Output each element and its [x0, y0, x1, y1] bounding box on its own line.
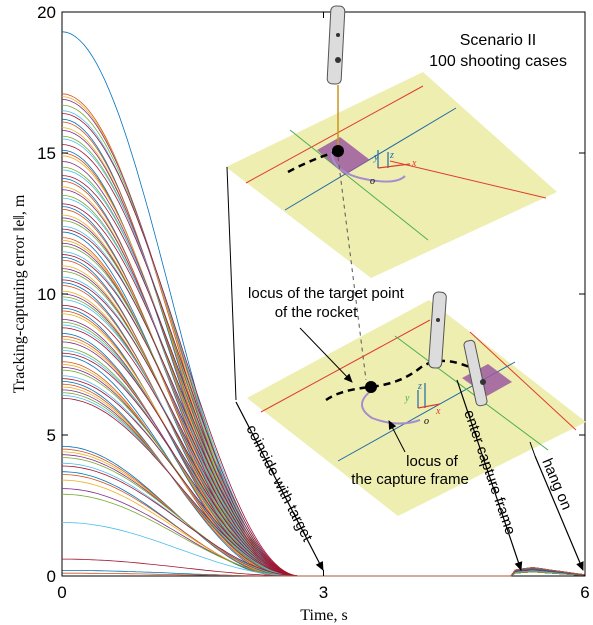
- x-tick-label: 0: [57, 583, 66, 602]
- upper-origin-label: o: [370, 176, 375, 187]
- x-tick-label: 3: [319, 583, 328, 602]
- upper-x-label: x: [411, 158, 417, 169]
- y-tick-label: 10: [37, 285, 56, 304]
- lower-target-point: [365, 381, 377, 393]
- y-tick-label: 0: [47, 567, 56, 586]
- x-axis-label: Time, s: [300, 607, 347, 624]
- locus-target-line2: of the rocket: [275, 304, 358, 321]
- y-tick-label: 20: [37, 3, 56, 22]
- lower-origin-label: o: [424, 416, 429, 427]
- y-tick-label: 15: [37, 144, 56, 163]
- upper-y-label: y: [373, 152, 379, 163]
- lower-z-label: z: [417, 381, 422, 392]
- y-axis-label: Tracking-capturing error ‖e‖, m: [11, 194, 28, 393]
- x-tick-label: 6: [580, 583, 589, 602]
- upper-target-point: [332, 145, 344, 157]
- y-tick-label: 5: [47, 426, 56, 445]
- chart-title: Scenario II: [460, 32, 536, 49]
- locus-target-line1: locus of the target point: [248, 285, 405, 302]
- lower-y-label: y: [404, 393, 410, 404]
- upper-z-label: z: [389, 150, 394, 161]
- locus-frame-line2: the capture frame: [351, 471, 469, 488]
- chart-subtitle: 100 shooting cases: [429, 53, 567, 70]
- locus-frame-line1: locus of: [406, 453, 459, 470]
- lower-x-label: x: [435, 406, 441, 417]
